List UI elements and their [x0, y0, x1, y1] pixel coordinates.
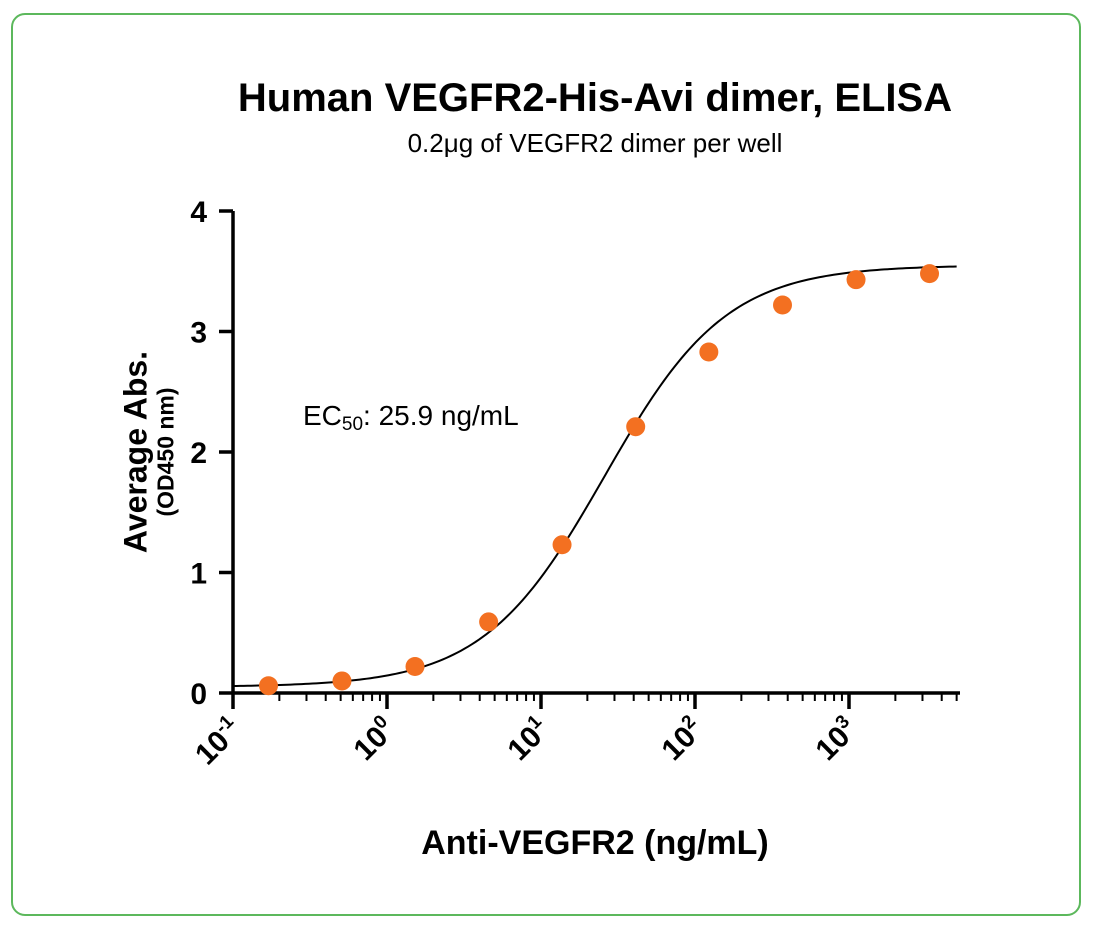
- data-point: [479, 612, 499, 632]
- data-point: [552, 535, 572, 555]
- data-point: [920, 264, 940, 284]
- y-tick-label: 2: [190, 437, 207, 470]
- ec50-annotation: EC50: 25.9 ng/mL: [303, 400, 519, 436]
- ec50-prefix: EC: [303, 400, 342, 431]
- chart-subtitle: 0.2μg of VEGFR2 dimer per well: [407, 128, 783, 158]
- y-tick-label: 3: [190, 317, 207, 350]
- y-tick-label: 1: [190, 558, 207, 591]
- data-point: [332, 671, 352, 691]
- ec50-subscript: 50: [341, 414, 364, 435]
- y-tick-label: 0: [190, 678, 207, 711]
- x-tick-label: 100: [346, 711, 402, 767]
- data-point: [626, 417, 646, 437]
- data-point: [258, 676, 278, 696]
- x-tick-label: 101: [500, 711, 556, 767]
- data-point: [846, 270, 866, 290]
- x-tick-label: 102: [654, 711, 710, 767]
- y-tick-label: 4: [190, 196, 207, 229]
- chart-frame: [11, 13, 1081, 916]
- fit-curve: [232, 265, 957, 688]
- chart-title: Human VEGFR2-His-Avi dimer, ELISA: [237, 76, 953, 120]
- x-tick-label: 10-1: [188, 711, 249, 772]
- x-tick-label: 103: [808, 711, 864, 767]
- ec50-value: : 25.9 ng/mL: [363, 400, 519, 431]
- x-axis-label: Anti-VEGFR2 (ng/mL): [421, 824, 769, 862]
- data-point: [773, 295, 793, 315]
- data-point: [405, 656, 425, 676]
- data-point: [699, 342, 719, 362]
